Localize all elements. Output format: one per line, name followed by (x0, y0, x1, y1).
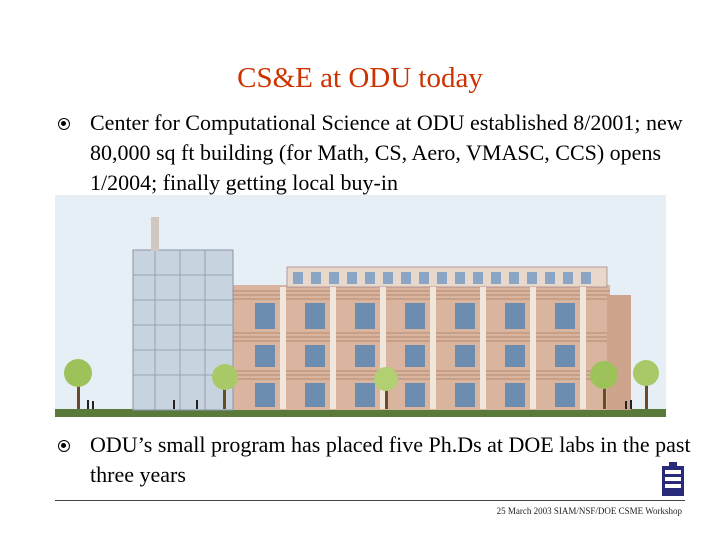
bullet-icon (58, 118, 70, 130)
bullet-item-2: ODU’s small program has placed five Ph.D… (58, 430, 698, 490)
bullet-icon (58, 440, 70, 452)
footer-rule (55, 500, 685, 501)
bullet-text-1: Center for Computational Science at ODU … (90, 110, 683, 195)
bullet-text-2: ODU’s small program has placed five Ph.D… (90, 432, 691, 487)
footer-text: 25 March 2003 SIAM/NSF/DOE CSME Workshop (496, 506, 682, 516)
slide-title: CS&E at ODU today (237, 62, 483, 94)
bullet-item-1: Center for Computational Science at ODU … (58, 108, 698, 198)
building-rendering (55, 195, 666, 417)
odu-logo-icon (662, 462, 684, 496)
